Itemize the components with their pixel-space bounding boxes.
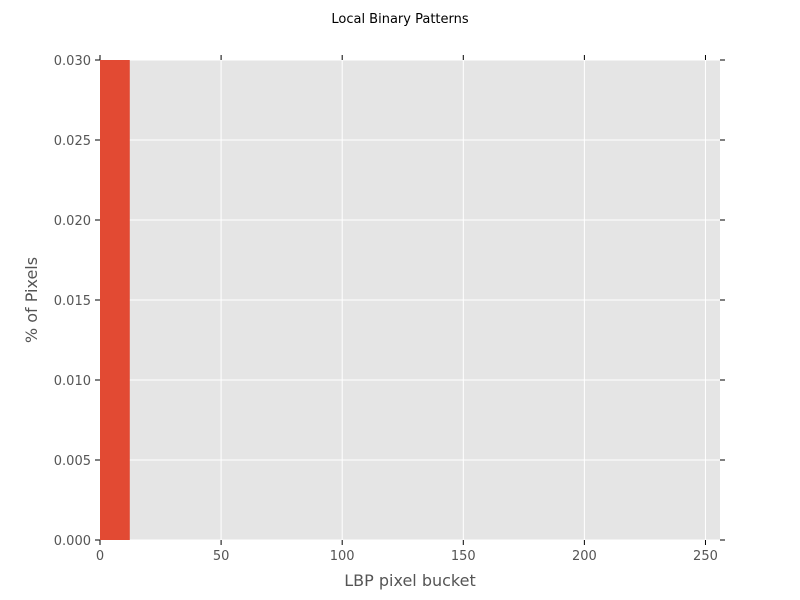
y-tick-label: 0.010 [54, 374, 91, 389]
y-tick-label: 0.000 [54, 534, 91, 549]
x-tick-label: 100 [330, 549, 355, 564]
x-tick-label: 0 [96, 549, 104, 564]
x-axis-label: LBP pixel bucket [344, 571, 475, 590]
x-tick-label: 150 [451, 549, 476, 564]
y-tick-label: 0.020 [54, 214, 91, 229]
x-tick-label: 250 [693, 549, 718, 564]
y-axis-label: % of Pixels [22, 257, 41, 343]
bars [100, 60, 130, 540]
y-tick-label: 0.015 [54, 294, 91, 309]
x-tick-label: 200 [572, 549, 597, 564]
y-tick-label: 0.025 [54, 134, 91, 149]
grid-lines [99, 59, 720, 541]
chart-title: Local Binary Patterns [331, 12, 469, 27]
ticks: 0 50 100 150 200 250 0.000 0.005 0.010 0.015 0.020… [54, 54, 725, 564]
x-tick-label: 50 [213, 549, 230, 564]
histogram-bar [100, 60, 130, 540]
y-tick-label: 0.005 [54, 454, 91, 469]
y-tick-label: 0.030 [54, 54, 91, 69]
